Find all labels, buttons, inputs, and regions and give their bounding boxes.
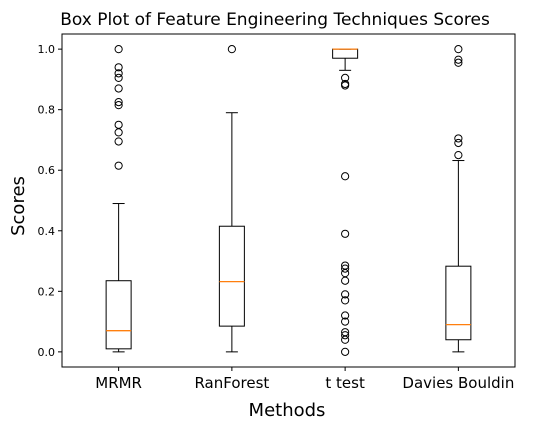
x-tick-label: t test <box>325 374 365 392</box>
outlier-point <box>341 335 350 344</box>
outlier-point <box>341 276 350 285</box>
outlier-point <box>114 69 123 78</box>
outlier-point <box>341 81 350 90</box>
outlier-point <box>454 150 463 160</box>
x-tick-label: Davies Bouldin <box>402 374 514 392</box>
outlier-point <box>341 331 350 340</box>
box-iqr <box>445 265 472 341</box>
box-iqr <box>332 48 359 59</box>
chart-title: Box Plot of Feature Engineering Techniqu… <box>60 10 490 30</box>
outlier-point <box>341 296 350 305</box>
x-tick-label: RanForest <box>194 374 269 392</box>
plot-frame <box>61 33 516 368</box>
y-tick-label: 0.6 <box>38 164 56 177</box>
outlier-point <box>341 264 350 273</box>
outlier-point <box>114 84 123 93</box>
outlier-point <box>454 138 463 148</box>
outlier-point <box>114 161 123 170</box>
y-axis-label: Scores <box>8 176 29 236</box>
y-tick-label: 0.8 <box>38 104 56 117</box>
box-iqr <box>105 280 132 350</box>
y-tick-label: 1.0 <box>38 43 56 56</box>
y-tick-label: 0.0 <box>38 346 56 359</box>
outlier-point <box>227 45 236 54</box>
outlier-point <box>454 58 463 67</box>
outlier-point <box>454 134 463 143</box>
box-iqr <box>218 225 245 327</box>
outlier-point <box>114 128 123 137</box>
outlier-point <box>341 229 350 238</box>
outlier-point <box>341 347 350 356</box>
outlier-point <box>114 63 123 72</box>
outlier-point <box>341 172 350 181</box>
outlier-point <box>114 101 123 110</box>
y-tick-label: 0.2 <box>38 285 56 298</box>
outlier-point <box>114 98 123 107</box>
outlier-point <box>114 73 123 82</box>
outlier-point <box>341 290 350 299</box>
outlier-point <box>341 311 350 320</box>
x-axis-label: Methods <box>249 400 326 421</box>
outlier-point <box>114 137 123 146</box>
y-tick-label: 0.4 <box>38 225 56 238</box>
x-tick-label: MRMR <box>95 374 142 392</box>
outlier-point <box>454 45 463 54</box>
outlier-point <box>114 45 123 54</box>
outlier-point <box>341 317 350 326</box>
outlier-point <box>454 55 463 64</box>
plot-area: 0.0 0.2 0.4 0.6 0.8 1.0 MRMR RanForest t test Dav… <box>38 33 516 392</box>
outlier-point <box>341 269 350 278</box>
outlier-point <box>114 120 123 129</box>
